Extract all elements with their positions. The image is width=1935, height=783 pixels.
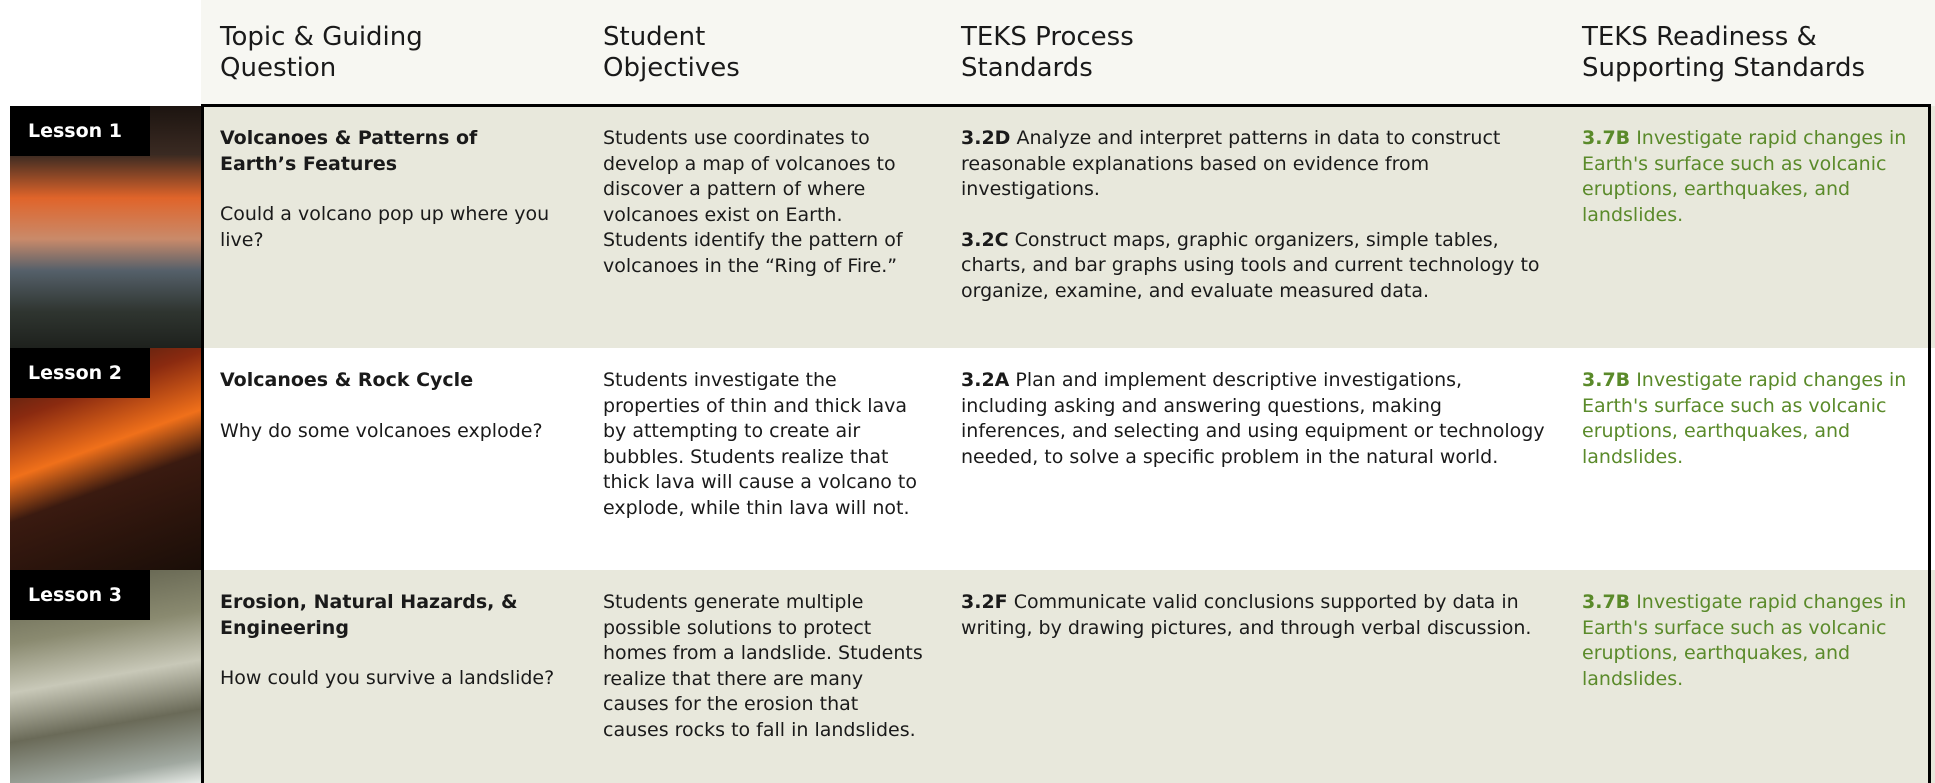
lesson-image: Lesson 3	[10, 570, 201, 783]
process-standard: 3.2F Communicate valid conclusions suppo…	[961, 590, 1551, 641]
standard-text: Construct maps, graphic organizers, simp…	[961, 228, 1540, 302]
guiding-question: Could a volcano pop up where you live?	[220, 203, 550, 251]
standard-text: Investigate rapid changes in Earth's sur…	[1582, 127, 1907, 226]
process-standard: 3.2A Plan and implement descriptive inve…	[961, 368, 1551, 470]
readiness-standard: 3.7B Investigate rapid changes in Earth'…	[1582, 590, 1917, 692]
standard-text: Communicate valid conclusions supported …	[961, 591, 1532, 639]
lesson-image: Lesson 2	[10, 348, 201, 570]
lesson-row: Lesson 1 Volcanoes & Patterns of Earth’s …	[0, 106, 1935, 348]
row-background	[201, 348, 1935, 570]
process-cell: 3.2D Analyze and interpret patterns in d…	[961, 126, 1551, 304]
lesson-label: Lesson 2	[10, 348, 150, 398]
topic-cell: Erosion, Natural Hazards, & Engineering H…	[220, 590, 560, 692]
standard-text: Investigate rapid changes in Earth's sur…	[1582, 369, 1907, 468]
topic-title: Volcanoes & Patterns of Earth’s Features	[220, 127, 478, 175]
readiness-standard: 3.7B Investigate rapid changes in Earth'…	[1582, 126, 1917, 228]
row-background	[201, 106, 1935, 348]
lesson-label: Lesson 3	[10, 570, 150, 620]
standard-code: 3.7B	[1582, 369, 1631, 391]
standard-code: 3.2A	[961, 369, 1010, 391]
standard-code: 3.2F	[961, 591, 1008, 613]
lesson-row: Lesson 2 Volcanoes & Rock Cycle Why do som…	[0, 348, 1935, 570]
readiness-standard: 3.7B Investigate rapid changes in Earth'…	[1582, 368, 1917, 470]
column-header: Student Objectives	[603, 22, 740, 83]
process-standard: 3.2D Analyze and interpret patterns in d…	[961, 126, 1551, 203]
objectives-cell: Students investigate the properties of t…	[603, 369, 917, 519]
readiness-cell: 3.7B Investigate rapid changes in Earth'…	[1582, 126, 1917, 228]
standard-code: 3.2C	[961, 228, 1009, 251]
standard-code: 3.2D	[961, 127, 1011, 149]
row-background	[201, 570, 1935, 783]
lesson-image: Lesson 1	[10, 106, 201, 348]
standard-code: 3.7B	[1582, 127, 1631, 149]
lesson-label: Lesson 1	[10, 106, 150, 156]
readiness-cell: 3.7B Investigate rapid changes in Earth'…	[1582, 368, 1917, 470]
lesson-row: Lesson 3 Erosion, Natural Hazards, & Engi…	[0, 570, 1935, 783]
guiding-question: How could you survive a landslide?	[220, 667, 555, 689]
process-standard: 3.2C Construct maps, graphic organizers,…	[961, 228, 1551, 305]
standard-text: Investigate rapid changes in Earth's sur…	[1582, 591, 1907, 690]
column-header: TEKS Readiness & Supporting Standards	[1582, 22, 1866, 83]
standard-text: Plan and implement descriptive investiga…	[961, 369, 1545, 468]
standard-text: Analyze and interpret patterns in data t…	[961, 127, 1501, 200]
objectives-cell: Students generate multiple possible solu…	[603, 591, 923, 741]
process-cell: 3.2F Communicate valid conclusions suppo…	[961, 590, 1551, 641]
topic-cell: Volcanoes & Rock Cycle Why do some volcan…	[220, 368, 560, 444]
column-header: Topic & Guiding Question	[220, 22, 423, 83]
header-row	[201, 0, 1935, 106]
readiness-cell: 3.7B Investigate rapid changes in Earth'…	[1582, 590, 1917, 692]
table-border	[201, 104, 1931, 783]
topic-title: Erosion, Natural Hazards, & Engineering	[220, 591, 518, 639]
topic-cell: Volcanoes & Patterns of Earth’s Features…	[220, 126, 560, 253]
objectives-cell: Students use coordinates to develop a ma…	[603, 127, 903, 277]
topic-title: Volcanoes & Rock Cycle	[220, 369, 474, 391]
standard-code: 3.7B	[1582, 591, 1631, 613]
process-cell: 3.2A Plan and implement descriptive inve…	[961, 368, 1551, 470]
guiding-question: Why do some volcanoes explode?	[220, 419, 543, 442]
column-header: TEKS Process Standards	[961, 22, 1134, 83]
